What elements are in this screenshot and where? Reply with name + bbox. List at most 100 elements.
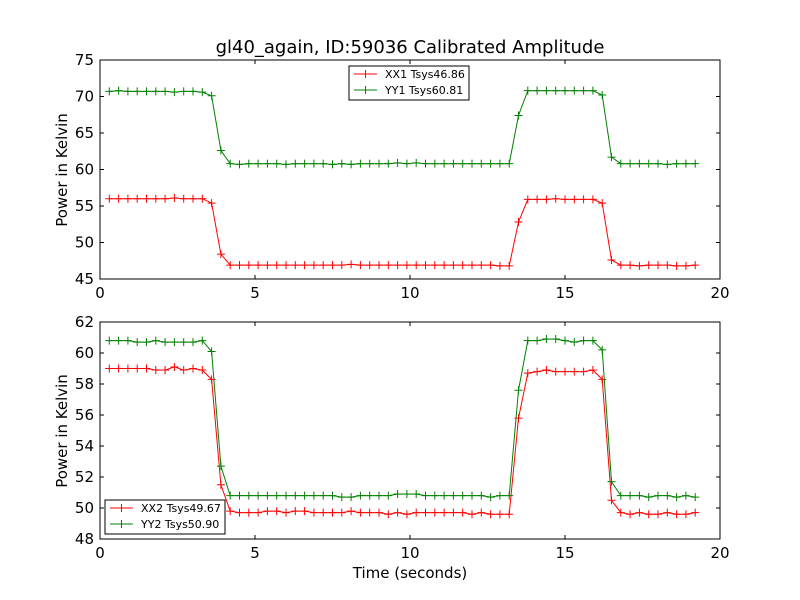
data-point [393, 490, 402, 499]
data-point [216, 462, 225, 471]
data-point [681, 491, 690, 500]
data-point [430, 508, 439, 517]
x-tick-label: 15 [555, 544, 574, 562]
data-point [263, 507, 272, 516]
data-point [579, 195, 588, 204]
data-point [412, 158, 421, 167]
y-tick-label: 70 [75, 88, 94, 106]
data-point [347, 160, 356, 169]
data-point [244, 491, 253, 500]
data-point [216, 480, 225, 489]
data-point [672, 261, 681, 270]
data-point [477, 159, 486, 168]
data-point [309, 508, 318, 517]
legend-label-yy1: YY1 Tsys60.81 [384, 84, 463, 97]
data-point [440, 508, 449, 517]
data-point [384, 261, 393, 270]
data-point [328, 491, 337, 500]
data-point [384, 491, 393, 500]
data-point [663, 261, 672, 270]
chart-title: gl40_again, ID:59036 Calibrated Amplitud… [216, 37, 605, 58]
data-point [570, 338, 579, 347]
data-point [598, 375, 607, 384]
data-point [421, 508, 430, 517]
data-point [458, 508, 467, 517]
data-point [384, 159, 393, 168]
data-point [263, 261, 272, 270]
data-point [635, 491, 644, 500]
data-point [254, 261, 263, 270]
data-point [282, 491, 290, 500]
data-point [393, 158, 402, 167]
data-point [402, 510, 411, 519]
data-point [514, 386, 523, 395]
data-point [142, 194, 151, 203]
data-point [151, 194, 160, 203]
data-point [337, 159, 346, 168]
data-point [616, 491, 625, 500]
data-point [533, 336, 542, 345]
data-point [440, 159, 449, 168]
data-point [421, 159, 430, 168]
data-point [123, 336, 132, 345]
data-point [235, 261, 244, 270]
data-point [365, 491, 374, 500]
data-point [681, 159, 690, 168]
data-point [300, 261, 309, 270]
x-tick-label: 5 [250, 284, 260, 302]
y-tick-label: 54 [75, 437, 94, 455]
data-point [691, 493, 700, 502]
data-point [319, 159, 328, 168]
y-tick-label: 52 [75, 468, 94, 486]
data-point [635, 159, 644, 168]
data-point [533, 367, 542, 376]
series-line [109, 338, 696, 498]
data-point [170, 193, 179, 202]
data-point [654, 491, 662, 500]
data-point [133, 364, 142, 373]
data-point [486, 510, 495, 519]
x-tick-label: 0 [95, 544, 105, 562]
data-point [375, 508, 383, 517]
data-point [105, 194, 114, 203]
data-point [244, 261, 253, 270]
top-legend: XX1 Tsys46.86 YY1 Tsys60.81 [348, 65, 470, 101]
data-point [486, 261, 495, 270]
data-point [412, 508, 421, 517]
data-point [626, 491, 635, 500]
data-point [142, 87, 151, 96]
top-plot-area: 0 5 10 15 20 45 50 55 60 65 70 75 [75, 51, 730, 302]
data-point [681, 510, 690, 519]
data-point [170, 338, 179, 347]
y-tick-label: 50 [75, 234, 94, 252]
data-point [151, 366, 160, 375]
data-point [523, 195, 532, 204]
data-point [309, 261, 318, 270]
data-point [430, 159, 439, 168]
data-point [551, 86, 560, 95]
data-point [105, 87, 114, 96]
data-point [514, 111, 523, 120]
data-point [533, 86, 542, 95]
data-point [375, 261, 383, 270]
data-point [179, 87, 188, 96]
data-point [644, 159, 653, 168]
data-point [458, 491, 467, 500]
data-point [551, 194, 560, 203]
top-y-axis-label: Power in Kelvin [53, 113, 71, 227]
x-tick-label: 5 [250, 544, 260, 562]
data-point [254, 159, 263, 168]
data-point [551, 335, 560, 344]
data-point [440, 491, 449, 500]
bottom-axes: 0 5 10 15 20 48 50 52 54 56 58 60 62 Power in Kelvin… [53, 313, 730, 582]
data-point [495, 261, 504, 270]
data-point [644, 510, 653, 519]
data-point [151, 87, 160, 96]
data-point [114, 194, 123, 203]
y-tick-label: 60 [75, 161, 94, 179]
x-tick-label: 20 [710, 544, 729, 562]
data-point [161, 366, 170, 375]
data-point [123, 364, 132, 373]
data-point [365, 261, 374, 270]
